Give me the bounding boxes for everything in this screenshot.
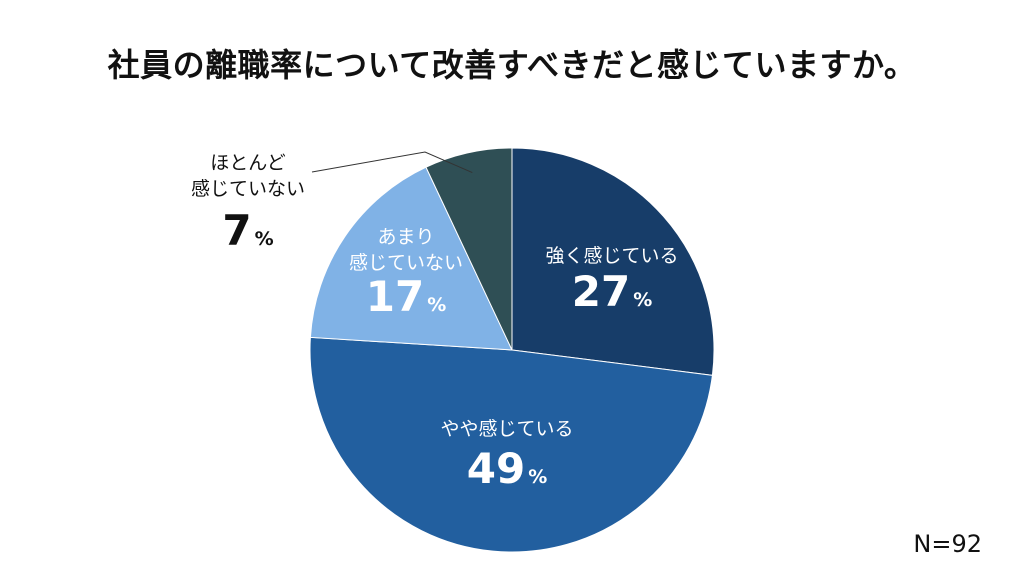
pie-slices [309, 147, 715, 553]
leader-lines [311, 151, 473, 174]
slice-label-2: やや感じている [440, 418, 573, 440]
slice-value-4: 7% [222, 206, 273, 255]
slice-value-3: 17% [366, 272, 447, 321]
leader-line [311, 151, 473, 174]
pie-slice-4 [425, 147, 513, 351]
pie-slice-1 [511, 147, 715, 376]
slice-value-1: 27% [572, 267, 653, 316]
slice-label-4: 感じていない [191, 178, 305, 200]
pie-slice-3 [309, 166, 513, 351]
pie-slice-2 [309, 336, 713, 553]
chart-title: 社員の離職率について改善すべきだと感じていますか。 [107, 46, 917, 84]
sample-size-label: N=92 [913, 530, 982, 558]
slice-label-1: 強く感じている [545, 245, 678, 267]
slice-value-2: 49% [467, 444, 548, 493]
slice-label-3: あまり [377, 226, 434, 248]
slice-label-3: 感じていない [349, 252, 463, 274]
slice-label-4: ほとんど [210, 152, 285, 174]
